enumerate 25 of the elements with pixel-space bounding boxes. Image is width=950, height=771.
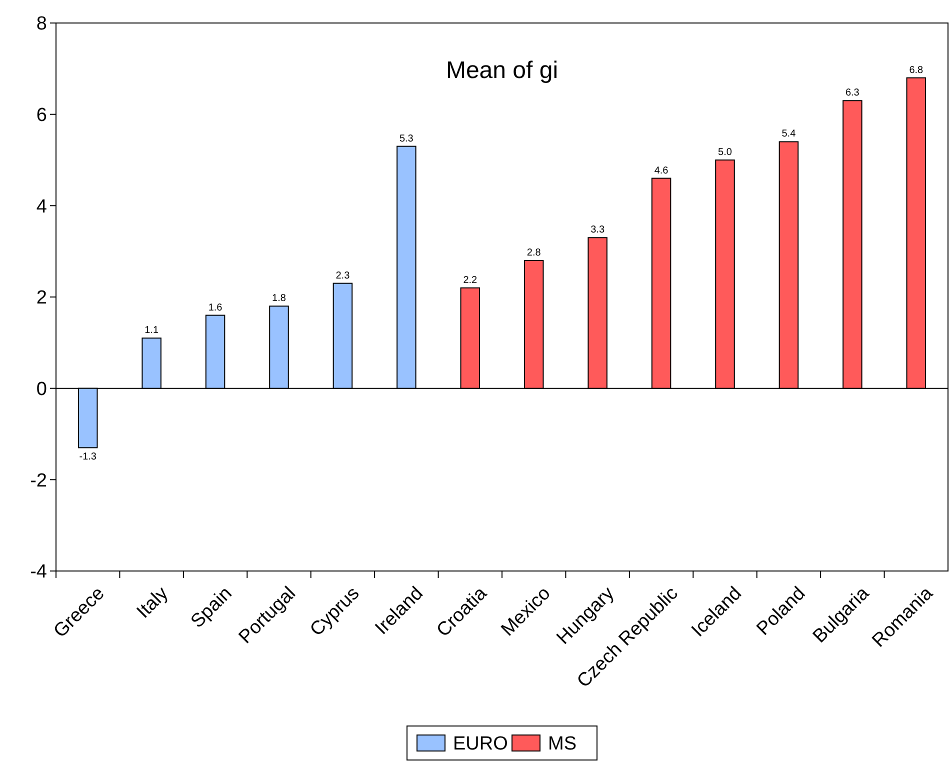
data-label: 4.6 xyxy=(654,165,669,176)
x-tick-label: Italy xyxy=(133,582,173,623)
data-label: 2.2 xyxy=(463,274,478,286)
data-label: 6.8 xyxy=(909,64,924,76)
data-label: 5.3 xyxy=(399,133,414,144)
data-label: 5.4 xyxy=(782,128,796,140)
data-label: 1.8 xyxy=(272,293,286,304)
y-tick-label: -4 xyxy=(30,562,48,583)
y-tick-label: 4 xyxy=(36,196,48,218)
legend-label: EURO xyxy=(453,734,508,755)
data-label: 1.6 xyxy=(208,302,223,314)
data-label: -1.3 xyxy=(79,452,97,463)
data-label: 1.1 xyxy=(144,325,159,336)
data-label: 3.3 xyxy=(590,224,605,236)
y-tick-label: -2 xyxy=(30,470,47,492)
text: Mean of gi xyxy=(446,57,558,84)
y-tick-label: 2 xyxy=(36,288,47,309)
data-label: 6.3 xyxy=(845,88,860,99)
data-label: 2.3 xyxy=(336,270,350,282)
y-tick-label: 6 xyxy=(36,104,47,126)
y-tick-label: 0 xyxy=(36,378,47,400)
y-tick-label: 8 xyxy=(36,14,47,35)
data-label: 2.8 xyxy=(526,247,542,258)
legend-label: MS xyxy=(548,734,576,755)
data-label: 5.0 xyxy=(718,147,732,158)
